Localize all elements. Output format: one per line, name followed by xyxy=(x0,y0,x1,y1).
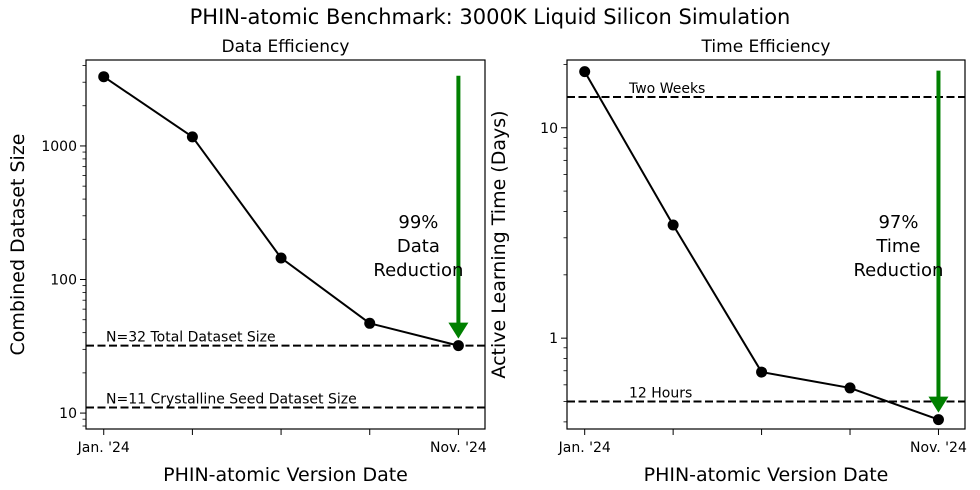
data-point xyxy=(756,366,768,378)
reduction-arrow-head xyxy=(448,322,469,339)
x-tick-label: Jan. '24 xyxy=(558,440,611,456)
x-tick-label: Nov. '24 xyxy=(910,440,967,456)
x-axis-label: PHIN-atomic Version Date xyxy=(644,464,889,486)
data-point xyxy=(452,340,464,352)
reference-line-label: N=32 Total Dataset Size xyxy=(106,330,276,346)
reduction-label: Data xyxy=(397,236,440,257)
reduction-arrow-head xyxy=(928,396,949,413)
y-tick-label: 10 xyxy=(540,121,558,137)
y-tick-label: 10 xyxy=(59,406,77,422)
reduction-label: Reduction xyxy=(853,260,943,281)
x-tick-label: Jan. '24 xyxy=(77,440,130,456)
panel-title: Time Efficiency xyxy=(701,37,831,57)
data-point xyxy=(844,382,856,394)
data-point xyxy=(186,131,198,143)
reference-line-label: N=11 Crystalline Seed Dataset Size xyxy=(106,392,357,408)
y-axis-label: Combined Dataset Size xyxy=(7,133,29,355)
y-axis-label: Active Learning Time (Days) xyxy=(488,110,510,378)
data-point xyxy=(667,219,679,231)
reference-line-label: Two Weeks xyxy=(628,81,705,97)
data-point xyxy=(579,66,591,78)
y-tick-label: 100 xyxy=(50,273,77,289)
panel-title: Data Efficiency xyxy=(222,37,350,57)
chart-panel-2: Time Efficiency 1 10 Jan. '24 Nov. '24 PHIN-a… xyxy=(488,37,967,486)
y-tick-label: 1 xyxy=(549,331,558,347)
data-point xyxy=(932,414,944,426)
data-point xyxy=(98,71,110,83)
reduction-label: Reduction xyxy=(373,260,463,281)
plot-frame xyxy=(566,59,966,430)
data-point xyxy=(275,252,287,264)
reference-line-label: 12 Hours xyxy=(629,385,692,401)
reduction-label: 99% xyxy=(398,212,438,233)
data-point xyxy=(364,317,376,329)
reduction-label: Time xyxy=(875,236,920,257)
reduction-label: 97% xyxy=(878,212,918,233)
figure-title: PHIN-atomic Benchmark: 3000K Liquid Sili… xyxy=(190,5,791,29)
x-axis-label: PHIN-atomic Version Date xyxy=(163,464,408,486)
chart-panel-1: Data Efficiency 10 100 1000 Jan. '24 Nov. '24… xyxy=(7,37,487,486)
y-tick-label: 1000 xyxy=(41,139,77,155)
x-tick-label: Nov. '24 xyxy=(430,440,487,456)
plot-frame xyxy=(85,59,486,430)
